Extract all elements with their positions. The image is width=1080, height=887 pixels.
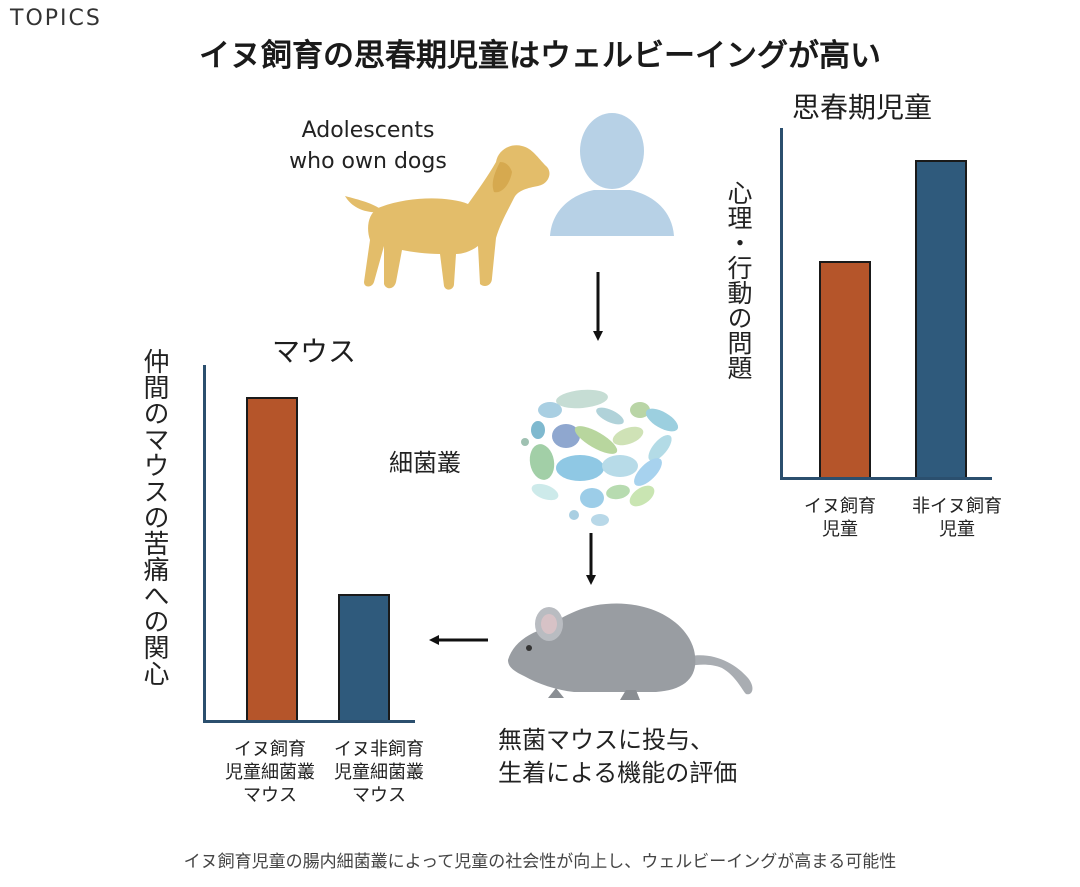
chart-children-ylabel: 心理・行動の問題 — [724, 180, 753, 380]
chart-mice-xlabel-1-line3: マウス — [243, 785, 297, 806]
footer-caption: イヌ飼育児童の腸内細菌叢によって児童の社会性が向上し、ウェルビーイングが高まる可… — [183, 852, 897, 872]
mouse-step-line2: 生着による機能の評価 — [498, 759, 738, 787]
mouse-icon — [508, 603, 753, 700]
chart-mice-xlabel-1: イヌ飼育 児童細菌叢 マウス — [210, 738, 330, 807]
topics-tag: TOPICS — [10, 6, 102, 31]
chart-children-xlabel-2: 非イヌ飼育 児童 — [888, 495, 1026, 541]
chart-mice-xlabel-2-line3: マウス — [352, 785, 406, 806]
chart-children-xlabel-1-line2: 児童 — [822, 519, 858, 540]
chart-mice-x-axis — [203, 720, 415, 723]
chart-children-xlabel-1: イヌ飼育 児童 — [785, 495, 895, 541]
chart-children — [780, 128, 992, 480]
chart-mice-xlabel-2-line2: 児童細菌叢 — [334, 762, 424, 783]
chart-mice-xlabel-2-line1: イヌ非飼育 — [334, 739, 424, 760]
chart-mice-xlabel-1-line2: 児童細菌叢 — [225, 762, 315, 783]
chart-mice — [203, 365, 415, 723]
chart-children-xlabel-2-line2: 児童 — [939, 519, 975, 540]
chart-children-xlabel-1-line1: イヌ飼育 — [804, 496, 876, 517]
chart-children-xlabel-2-line1: 非イヌ飼育 — [912, 496, 1002, 517]
adolescents-label-line2: who own dogs — [289, 149, 447, 174]
adolescents-label-line1: Adolescents — [301, 118, 435, 143]
chart-mice-title: マウス — [272, 335, 357, 368]
chart-mice-bar-2 — [338, 594, 390, 720]
microbiota-label: 細菌叢 — [389, 449, 461, 477]
chart-mice-xlabel-2: イヌ非飼育 児童細菌叢 マウス — [314, 738, 444, 807]
dog-icon — [345, 145, 550, 290]
chart-children-bar-1 — [819, 261, 871, 477]
mouse-step-label: 無菌マウスに投与、 生着による機能の評価 — [498, 724, 737, 790]
mouse-step-line1: 無菌マウスに投与、 — [498, 726, 714, 754]
chart-mice-bar-1 — [246, 397, 298, 720]
chart-mice-ylabel: 仲間のマウスの苦痛への関心 — [139, 348, 169, 686]
chart-children-y-axis — [780, 128, 783, 480]
adolescents-label: Adolescents who own dogs — [268, 115, 468, 177]
chart-children-bar-2 — [915, 160, 967, 477]
chart-mice-xlabel-1-line1: イヌ飼育 — [234, 739, 306, 760]
person-icon — [550, 113, 674, 236]
page-title: イヌ飼育の思春期児童はウェルビーイングが高い — [199, 38, 881, 74]
chart-mice-y-axis — [203, 365, 206, 723]
chart-children-x-axis — [780, 477, 992, 480]
bacteria-icon — [521, 389, 679, 526]
chart-children-title: 思春期児童 — [792, 91, 933, 124]
